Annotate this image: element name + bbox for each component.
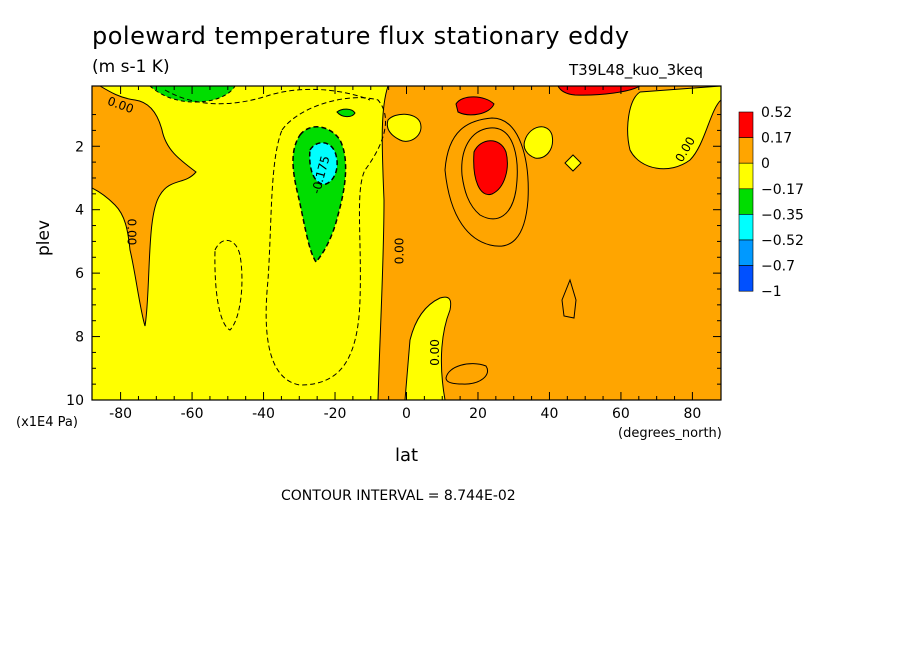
contour-interval: CONTOUR INTERVAL = 8.744E-02 xyxy=(281,488,516,504)
legend-level-label: −1 xyxy=(761,284,782,300)
legend-level-label: 0.17 xyxy=(761,131,792,147)
x-tick-label: -60 xyxy=(181,406,204,422)
x-tick-label: 20 xyxy=(469,406,487,422)
contour-line-1 xyxy=(461,127,518,220)
x-tick-label: 40 xyxy=(541,406,559,422)
legend-level-label: 0 xyxy=(761,156,770,172)
legend-level-label: −0.35 xyxy=(761,207,804,223)
legend-swatch xyxy=(738,239,754,266)
x-tick-label: -20 xyxy=(324,406,347,422)
y-tick-label: 8 xyxy=(75,330,84,346)
x-tick-label: 0 xyxy=(402,406,411,422)
contour-line-4 xyxy=(561,278,577,319)
legend-level-label: −0.52 xyxy=(761,233,804,249)
legend-swatch xyxy=(738,111,754,138)
y-tick-label: 2 xyxy=(75,139,84,155)
chart-units: (m s-1 K) xyxy=(92,57,170,77)
region-positive-top xyxy=(557,86,641,96)
region-positive-max xyxy=(473,140,508,195)
region-nh-yellow-diamond xyxy=(564,154,582,172)
contour-field xyxy=(92,86,721,400)
region-eq-yellow xyxy=(386,113,422,142)
region-nh-yellow-right xyxy=(627,86,721,170)
x-axis-label: lat xyxy=(395,445,419,466)
legend-level-label: −0.7 xyxy=(761,259,795,275)
contour-dashed-2 xyxy=(265,97,387,386)
region-negative-small-top xyxy=(336,108,356,118)
legend-swatch xyxy=(738,137,754,164)
contour-dashed-3 xyxy=(164,88,371,105)
x-tick-label: 60 xyxy=(612,406,630,422)
y-tick-label: 10 xyxy=(66,393,84,409)
color-legend: 0.52 0.17 0 −0.17 −0.35 −0.52 −0.7 −1 xyxy=(738,105,804,300)
region-negative-core xyxy=(308,142,338,185)
x-tick-label: 80 xyxy=(683,406,701,422)
legend-swatch xyxy=(738,214,754,241)
y-tick-label: 6 xyxy=(75,266,84,282)
contour-label: 0.00 xyxy=(428,339,442,366)
contour-label: 0.00 xyxy=(124,219,138,246)
legend-swatch xyxy=(738,265,754,292)
contour-dashed-1 xyxy=(214,240,243,331)
region-positive-sh xyxy=(92,86,197,327)
x-tick-label: -40 xyxy=(252,406,275,422)
legend-swatch xyxy=(738,162,754,190)
contour-line-2 xyxy=(444,117,529,247)
y-axis-multiplier: (x1E4 Pa) xyxy=(16,415,78,430)
region-positive-max-upper xyxy=(455,96,495,116)
x-tick-label: -80 xyxy=(109,406,132,422)
legend-level-label: −0.17 xyxy=(761,182,804,198)
y-axis: 2 4 6 8 10 xyxy=(66,114,721,409)
legend-swatch xyxy=(738,188,754,215)
contour-label: 0.00 xyxy=(392,238,406,265)
run-label: T39L48_kuo_3keq xyxy=(569,61,704,79)
chart-title: poleward temperature flux stationary edd… xyxy=(92,22,630,50)
region-nh-yellow-small xyxy=(523,126,554,159)
x-axis-units: (degrees_north) xyxy=(618,426,722,441)
region-eq-yellow-low xyxy=(404,296,452,400)
contour-line-3 xyxy=(445,363,488,385)
legend-level-label: 0.52 xyxy=(761,105,792,121)
y-tick-label: 4 xyxy=(75,203,84,219)
x-axis: -80 -60 -40 -20 0 20 40 60 80 xyxy=(109,86,701,422)
